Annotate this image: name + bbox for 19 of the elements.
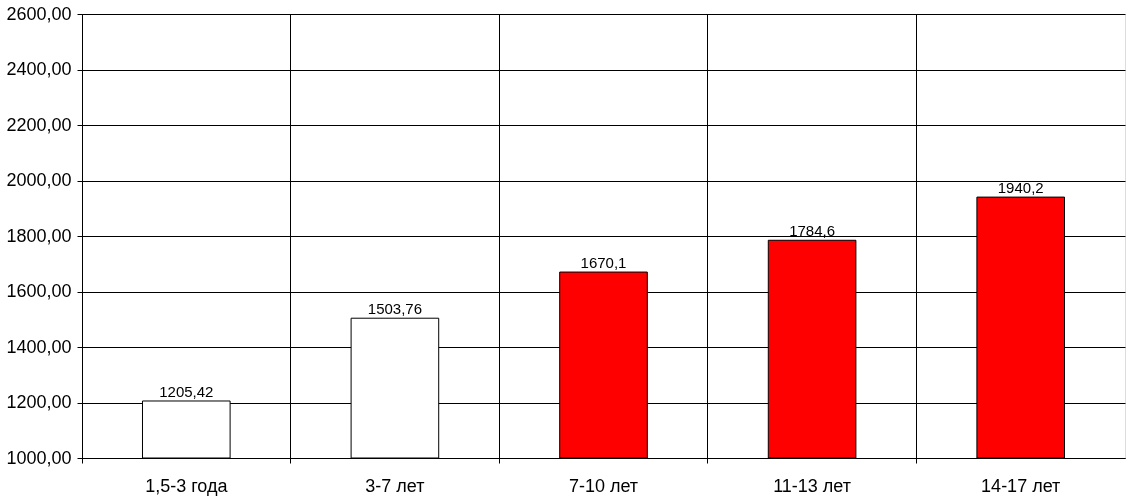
data-label: 1503,76 <box>367 300 423 318</box>
y-tick-label: 1600,00 <box>6 281 72 301</box>
x-tick-label: 14-17 лет <box>981 475 1061 496</box>
y-tick-label: 2600,00 <box>6 3 72 24</box>
data-label: 1784,6 <box>789 222 836 240</box>
data-label: 1205,42 <box>159 383 214 400</box>
y-tick-label: 1800,00 <box>6 225 72 246</box>
y-tick-label: 2200,00 <box>6 114 72 135</box>
y-tick-label: 2400,00 <box>6 59 72 79</box>
y-tick-label: 1200,00 <box>6 392 72 412</box>
y-tick-label: 2000,00 <box>6 170 72 190</box>
y-tick-label: 1400,00 <box>6 336 72 357</box>
x-tick-label: 7-10 лет <box>568 475 639 496</box>
x-tick-label: 11-13 лет <box>773 475 852 496</box>
x-tick-label: 3-7 лет <box>365 475 425 496</box>
x-tick-label: 1,5-3 года <box>145 475 229 496</box>
data-label: 1940,2 <box>997 179 1044 197</box>
data-label: 1670,1 <box>580 254 627 272</box>
y-tick-label: 1000,00 <box>6 447 72 468</box>
